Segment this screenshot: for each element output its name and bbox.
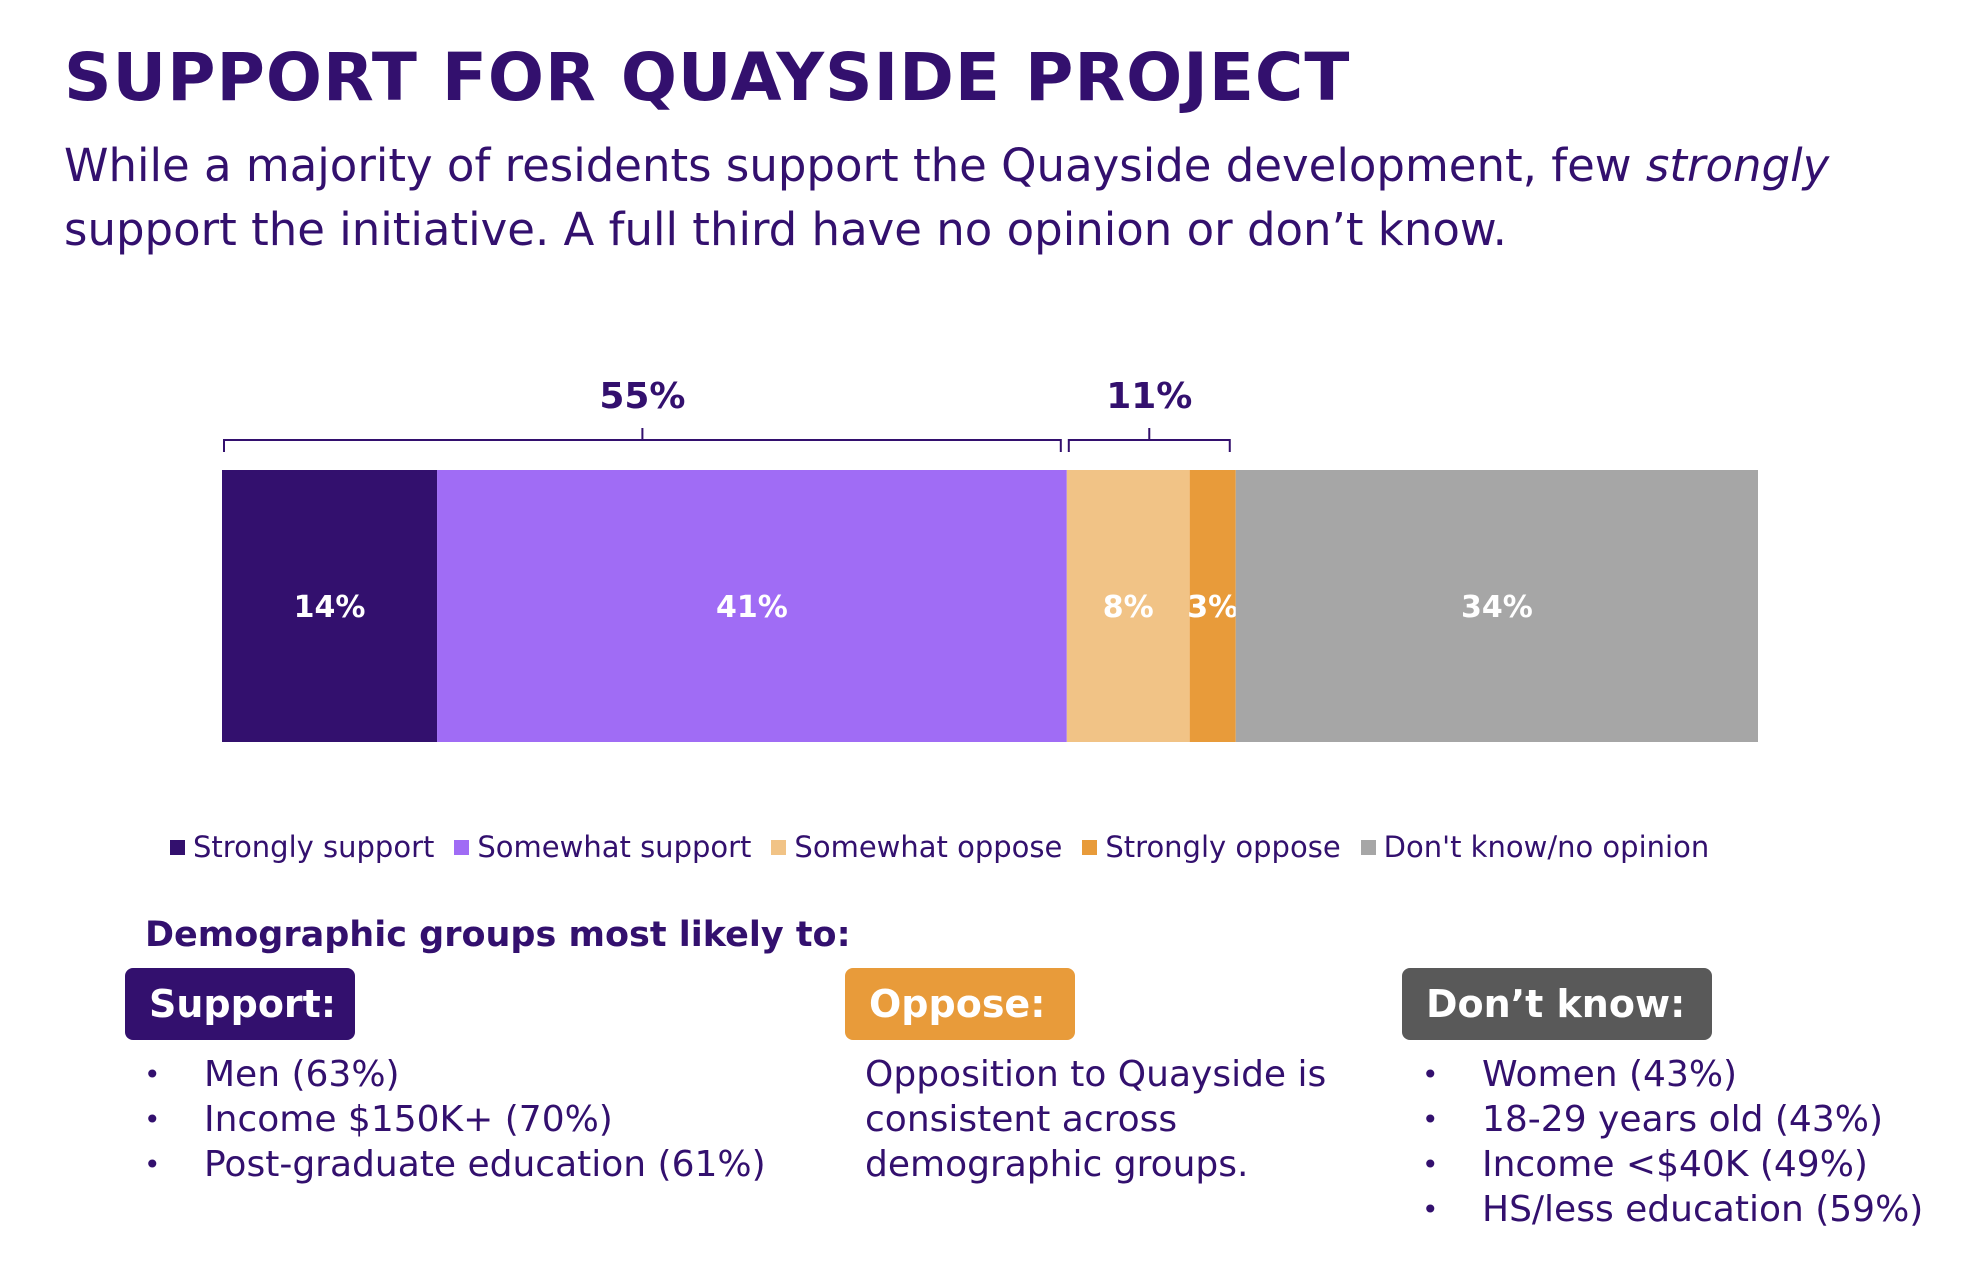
bar-segment-2 xyxy=(1066,470,1190,742)
legend-label: Somewhat support xyxy=(477,830,752,864)
dont-know-demographics-list: Women (43%) 18-29 years old (43%) Income… xyxy=(1422,1052,1923,1232)
list-item: Income $150K+ (70%) xyxy=(144,1097,766,1142)
data-label-0: 14% xyxy=(294,590,366,625)
support-label-box: Support: xyxy=(125,968,355,1040)
legend-swatch xyxy=(454,839,470,855)
legend-label: Somewhat oppose xyxy=(794,830,1063,864)
legend-label: Don't know/no opinion xyxy=(1383,830,1710,864)
bracket-1 xyxy=(1067,428,1231,452)
subtitle-emphasis: strongly xyxy=(1645,139,1830,192)
list-item: Income <$40K (49%) xyxy=(1422,1142,1923,1187)
legend-swatch xyxy=(170,839,185,855)
list-item: 18-29 years old (43%) xyxy=(1422,1097,1923,1142)
demographics-heading: Demographic groups most likely to: xyxy=(145,915,851,955)
legend-item-2: Somewhat oppose xyxy=(771,830,1062,864)
bracket-label-0: 55% xyxy=(599,376,685,417)
bracket-label-1: 11% xyxy=(1106,376,1192,417)
chart-legend: Strongly support Somewhat support Somewhat… xyxy=(170,830,1709,864)
legend-swatch xyxy=(771,839,787,855)
page-title: SUPPORT FOR QUAYSIDE PROJECT xyxy=(64,39,1351,116)
list-item: Men (63%) xyxy=(144,1052,766,1097)
bar-segment-1 xyxy=(437,470,1067,742)
oppose-label-box: Oppose: xyxy=(845,968,1075,1040)
legend-label: Strongly support xyxy=(193,830,435,864)
list-item: HS/less education (59%) xyxy=(1422,1187,1923,1232)
list-item: Post-graduate education (61%) xyxy=(144,1142,766,1187)
dont-know-label-box: Don’t know: xyxy=(1402,968,1712,1040)
subtitle-part-1: While a majority of residents support th… xyxy=(64,139,1646,192)
bar-segment-4 xyxy=(1235,470,1758,742)
subtitle-part-2: support the initiative. A full third hav… xyxy=(64,203,1507,256)
list-item: Women (43%) xyxy=(1422,1052,1923,1097)
legend-item-4: Don't know/no opinion xyxy=(1360,830,1710,864)
data-label-3: 3% xyxy=(1187,590,1238,625)
data-label-2: 8% xyxy=(1103,590,1154,625)
data-label-4: 34% xyxy=(1461,590,1533,625)
legend-swatch xyxy=(1360,839,1376,855)
legend-item-3: Strongly oppose xyxy=(1082,830,1341,864)
stacked-bar-chart: 14% 41% 8% 3% 34% 55% 11% xyxy=(222,376,1758,742)
legend-swatch xyxy=(1082,839,1098,855)
page-subtitle: While a majority of residents support th… xyxy=(64,134,1864,262)
legend-item-0: Strongly support xyxy=(170,830,434,864)
data-label-1: 41% xyxy=(716,590,788,625)
support-demographics-list: Men (63%) Income $150K+ (70%) Post-gradu… xyxy=(144,1052,766,1187)
legend-item-1: Somewhat support xyxy=(454,830,751,864)
legend-label: Strongly oppose xyxy=(1105,830,1341,864)
oppose-description: Opposition to Quayside is consistent acr… xyxy=(865,1054,1327,1185)
bar-segment-3 xyxy=(1189,470,1236,742)
bracket-0 xyxy=(223,428,1062,452)
bar-segment-0 xyxy=(222,470,438,742)
